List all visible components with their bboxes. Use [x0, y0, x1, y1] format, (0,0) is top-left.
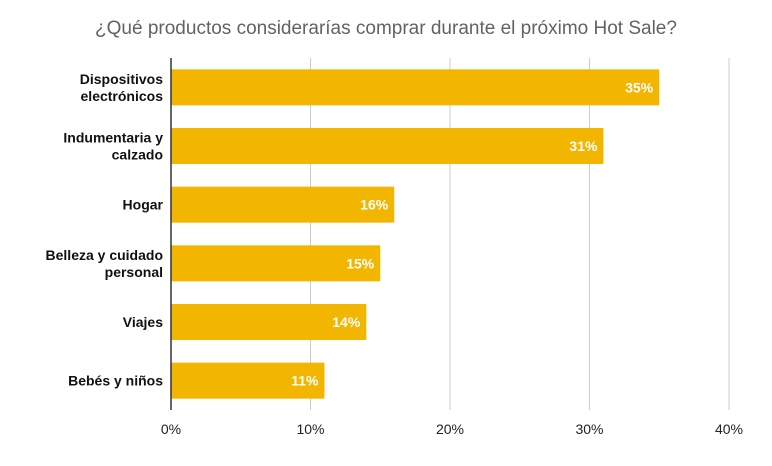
x-tick-label: 0%: [161, 421, 181, 437]
bar: [171, 186, 395, 223]
data-label: 14%: [332, 314, 361, 330]
x-tick-label: 20%: [436, 421, 464, 437]
bar: [171, 128, 604, 164]
category-label: Hogar: [123, 197, 164, 213]
bar: [171, 304, 367, 340]
category-label: Indumentaria y calzado: [63, 130, 163, 163]
data-label: 16%: [360, 197, 389, 213]
bar: [171, 69, 660, 106]
bar: [171, 362, 325, 399]
chart-title: ¿Qué productos considerarías comprar dur…: [95, 18, 677, 39]
category-label: Dispositivos electrónicos: [80, 71, 163, 104]
category-label: Belleza y cuidado personal: [46, 247, 163, 280]
data-label: 11%: [291, 373, 319, 389]
data-label: 35%: [625, 79, 654, 95]
x-tick-label: 30%: [575, 421, 603, 437]
data-label: 31%: [569, 138, 598, 154]
bar: [171, 245, 381, 282]
x-tick-label: 40%: [715, 421, 743, 437]
category-label: Bebés y niños: [68, 373, 163, 389]
data-label: 15%: [346, 255, 375, 271]
x-tick-label: 10%: [296, 421, 324, 437]
category-label: Viajes: [123, 314, 163, 330]
